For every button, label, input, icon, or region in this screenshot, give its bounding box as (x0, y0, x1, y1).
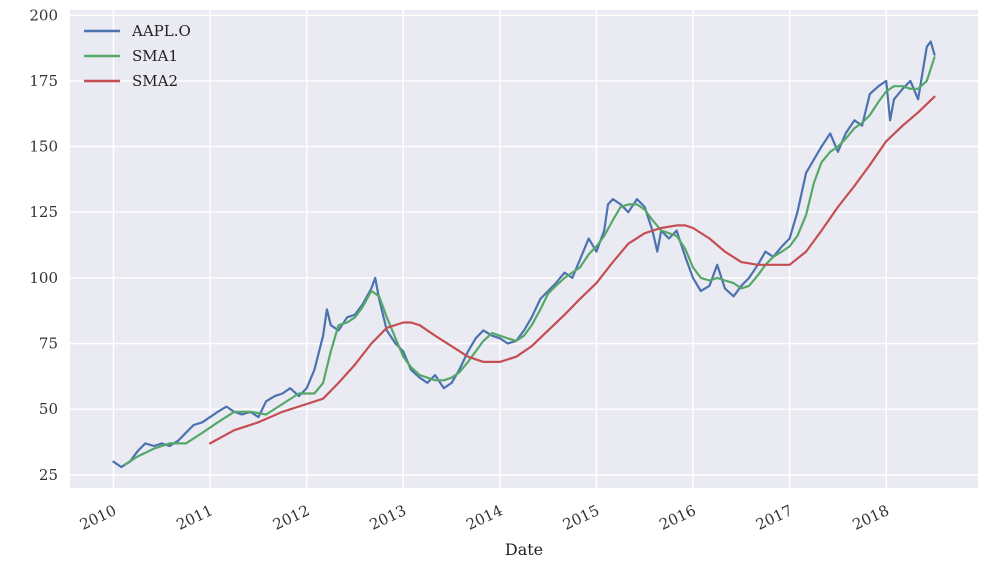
series-line-sma2 (209, 95, 936, 445)
x-tick-label: 2014 (463, 501, 505, 533)
x-axis-ticks: 2010 2011 2012 2013 2014 2015 2016 2017 2018 (77, 501, 892, 533)
y-tick-label: 125 (29, 203, 58, 221)
x-tick-label: 2016 (657, 501, 699, 533)
y-tick-label: 25 (39, 466, 58, 484)
series-line-aapl-o (112, 40, 936, 469)
legend-label: SMA2 (132, 72, 178, 90)
x-axis-label: Date (505, 540, 543, 559)
y-tick-label: 100 (29, 269, 58, 287)
x-tick-label: 2017 (753, 501, 795, 533)
legend-label: AAPL.O (131, 22, 191, 40)
y-tick-label: 50 (39, 400, 58, 418)
x-tick-label: 2012 (270, 501, 312, 533)
x-tick-label: 2018 (850, 501, 892, 533)
series-lines (112, 40, 936, 469)
x-tick-label: 2015 (560, 501, 602, 533)
x-tick-label: 2013 (367, 501, 409, 533)
x-tick-label: 2010 (77, 501, 119, 533)
series-line-sma1 (124, 56, 936, 466)
x-tick-label: 2011 (174, 501, 216, 533)
y-tick-label: 200 (29, 6, 58, 24)
y-tick-label: 75 (39, 335, 58, 353)
y-tick-label: 150 (29, 138, 58, 156)
plot-area (70, 10, 978, 488)
y-tick-label: 175 (29, 72, 58, 90)
legend-label: SMA1 (132, 47, 178, 65)
legend: AAPL.O SMA1 SMA2 (84, 22, 191, 90)
y-axis-ticks: 25 50 75 100 125 150 175 200 (29, 6, 58, 484)
